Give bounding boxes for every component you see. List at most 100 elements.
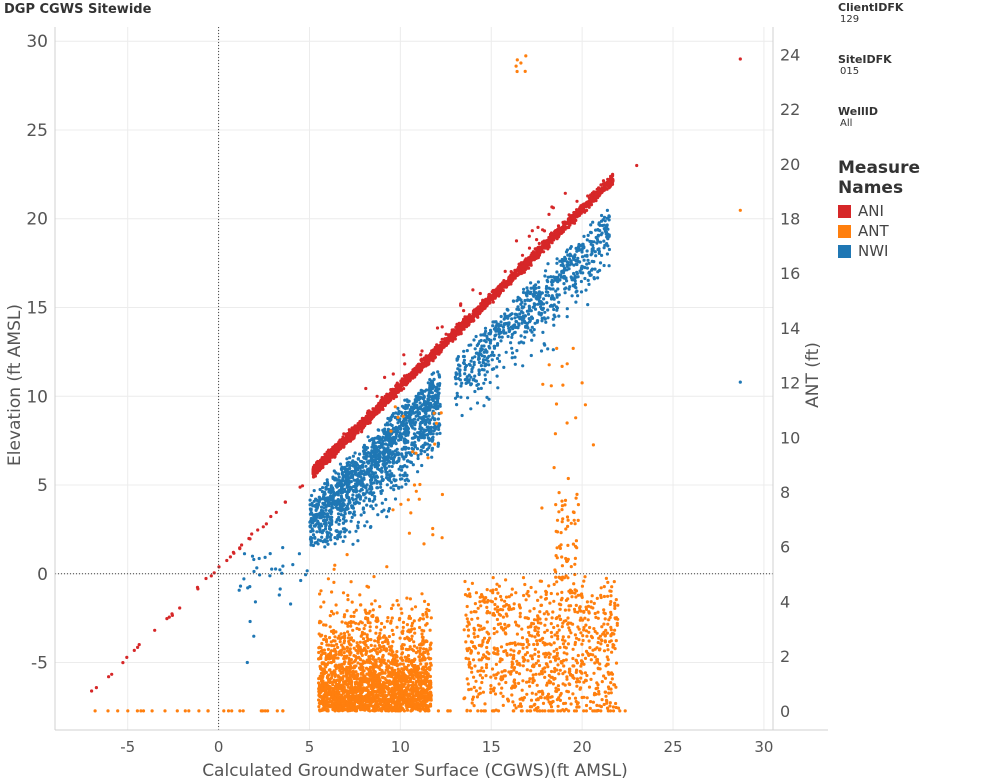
data-point	[349, 678, 353, 683]
data-point	[340, 653, 344, 657]
data-point	[280, 571, 284, 575]
data-point	[345, 476, 349, 480]
data-point	[530, 315, 534, 319]
data-point	[360, 633, 364, 637]
data-point	[552, 649, 556, 653]
data-point	[309, 539, 313, 543]
data-point	[429, 704, 433, 708]
data-point	[400, 689, 404, 694]
data-point	[338, 502, 342, 506]
data-point	[362, 469, 366, 473]
data-point	[374, 478, 378, 482]
data-point	[598, 261, 603, 265]
data-point	[516, 326, 520, 330]
data-point	[573, 633, 578, 637]
data-point	[360, 680, 364, 684]
data-point	[569, 259, 573, 263]
data-point	[568, 252, 572, 256]
data-point	[528, 609, 532, 613]
data-point	[281, 564, 285, 568]
data-point	[354, 608, 358, 612]
data-point	[379, 485, 383, 489]
data-point	[576, 625, 580, 629]
data-point	[573, 278, 577, 282]
data-point	[384, 693, 388, 698]
data-point	[342, 662, 346, 666]
data-point	[404, 482, 408, 486]
data-point	[255, 566, 259, 570]
data-point	[546, 697, 550, 701]
data-point	[321, 486, 325, 490]
data-point	[558, 259, 562, 263]
data-point	[395, 599, 399, 603]
data-point	[385, 667, 389, 671]
data-point	[382, 685, 386, 689]
data-point	[338, 462, 343, 466]
data-point	[562, 258, 567, 262]
data-point	[327, 527, 332, 531]
data-point	[536, 280, 541, 284]
data-point	[375, 652, 379, 656]
data-point	[394, 684, 398, 688]
data-point	[388, 440, 392, 444]
data-point	[426, 428, 430, 432]
data-point	[375, 462, 379, 466]
data-point	[544, 269, 548, 273]
data-point	[337, 663, 341, 667]
data-point	[430, 405, 434, 409]
data-point	[371, 677, 375, 681]
data-point	[321, 651, 325, 656]
data-point	[345, 493, 349, 497]
data-point	[531, 305, 535, 309]
data-point	[580, 264, 584, 268]
data-point	[430, 436, 434, 441]
data-point	[329, 508, 333, 512]
data-point	[390, 413, 394, 417]
data-point	[317, 705, 321, 709]
data-point	[366, 646, 370, 650]
data-point	[521, 311, 525, 315]
data-point	[523, 616, 527, 620]
data-point	[477, 692, 481, 696]
data-point	[321, 509, 325, 513]
data-point	[467, 380, 471, 384]
data-point	[379, 482, 383, 486]
data-point	[530, 330, 534, 334]
data-point	[423, 650, 427, 655]
data-point	[335, 611, 339, 615]
data-point	[495, 630, 499, 634]
data-point	[551, 610, 555, 614]
data-point	[369, 699, 373, 703]
data-point	[539, 595, 543, 599]
data-point	[335, 642, 339, 646]
data-point	[406, 629, 410, 633]
data-point	[408, 451, 412, 455]
data-point	[605, 236, 610, 240]
data-point	[602, 594, 607, 599]
data-point	[536, 650, 541, 654]
data-point	[507, 329, 511, 333]
data-point	[390, 686, 395, 690]
data-point	[340, 697, 344, 701]
data-point	[391, 659, 395, 663]
data-point	[520, 627, 524, 631]
data-point	[495, 672, 499, 677]
data-point	[532, 328, 536, 332]
data-point	[417, 643, 422, 647]
data-point	[552, 313, 556, 317]
data-point	[502, 328, 506, 333]
data-point	[360, 487, 364, 491]
data-point	[379, 663, 383, 667]
data-point	[592, 627, 596, 631]
data-point	[365, 633, 369, 637]
data-point	[351, 463, 355, 467]
data-point	[351, 542, 355, 546]
data-point	[505, 642, 509, 647]
data-point	[542, 297, 546, 301]
data-point	[362, 461, 366, 465]
data-point	[496, 649, 500, 653]
data-point	[459, 384, 463, 388]
data-point	[468, 363, 472, 367]
data-point	[407, 415, 411, 419]
data-point	[361, 695, 365, 700]
